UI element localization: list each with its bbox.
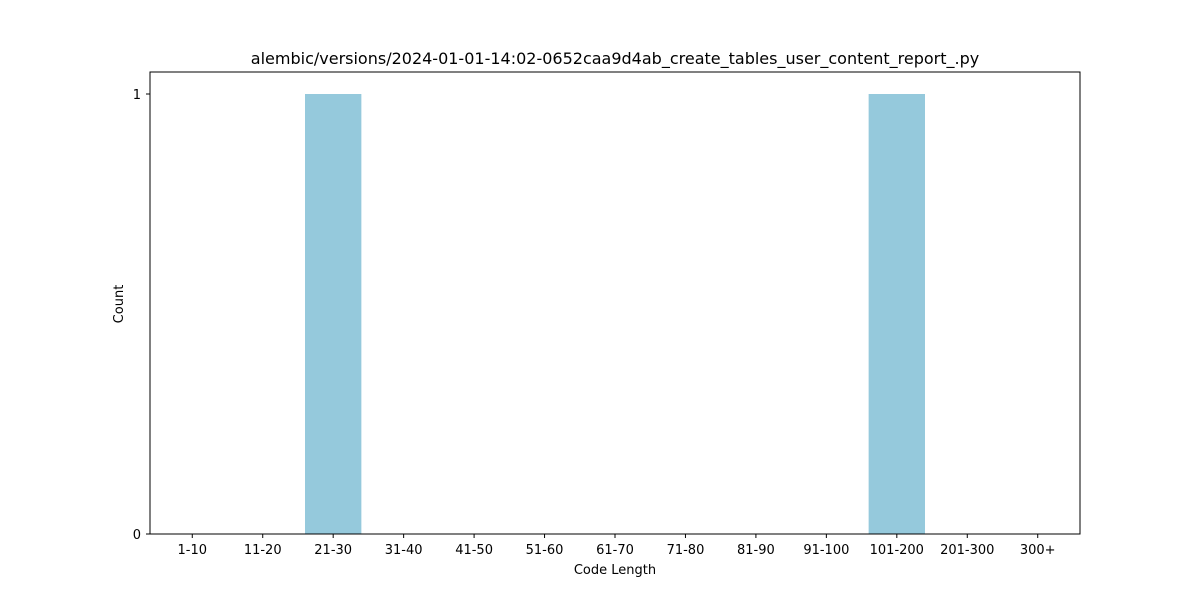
x-axis-label: Code Length [574,563,656,578]
x-tick-label: 1-10 [178,543,208,558]
x-tick-label: 61-70 [596,543,634,558]
y-axis-label: Count [112,285,127,324]
x-tick-label: 201-300 [940,543,994,558]
bars-group [305,94,925,534]
x-tick-label: 300+ [1020,543,1056,558]
x-tick-label: 31-40 [385,543,423,558]
x-tick-label: 11-20 [244,543,282,558]
y-axis-ticks: 01 [133,88,150,543]
plot-frame [149,71,1081,535]
x-axis-ticks: 1-10 11-20 21-30 31-40 41-50 51-60 61-70 71-80 8… [178,534,1056,558]
x-tick-label: 41-50 [455,543,493,558]
x-tick-label: 21-30 [314,543,352,558]
x-tick-label: 101-200 [870,543,924,558]
x-tick-label: 71-80 [667,543,705,558]
x-tick-label: 51-60 [526,543,564,558]
bar-101-200 [868,94,925,534]
y-tick-label: 0 [133,528,141,543]
x-tick-label: 91-100 [803,543,849,558]
bar-21-30 [305,94,362,534]
y-tick-label: 1 [133,88,141,103]
x-tick-label: 81-90 [737,543,775,558]
chart-title: alembic/versions/2024-01-01-14:02-0652ca… [251,49,979,69]
